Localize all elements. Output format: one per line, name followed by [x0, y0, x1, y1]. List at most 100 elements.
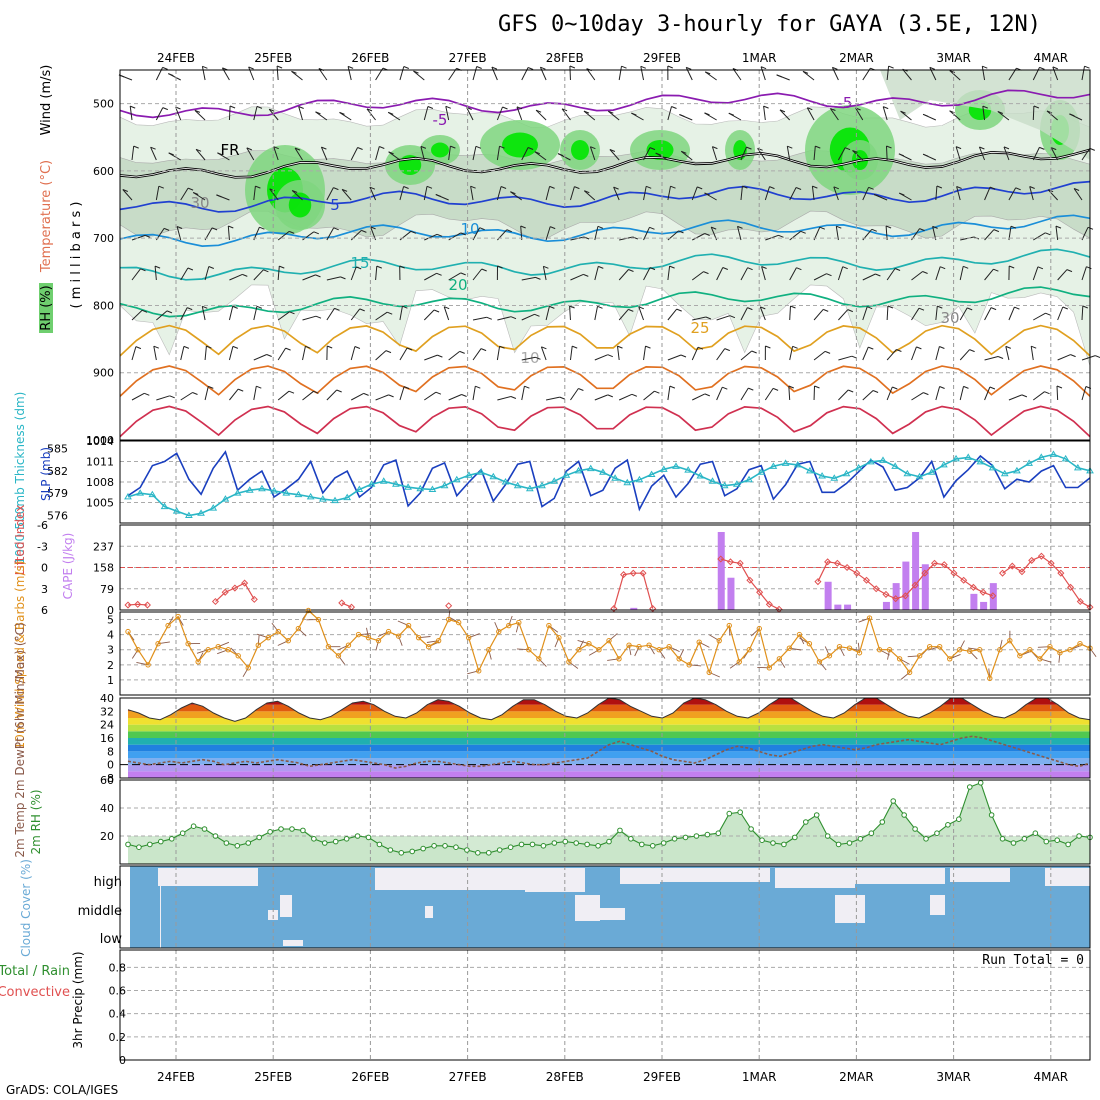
wind-barb-flag	[1070, 354, 1076, 358]
wind-barb	[294, 147, 303, 161]
thickness-point	[1073, 463, 1082, 471]
li-point	[338, 599, 346, 607]
li-line	[341, 602, 352, 608]
ytick-li: 0	[41, 562, 48, 575]
wind-barb	[276, 65, 279, 81]
wind-barb	[350, 346, 356, 361]
wind-barb-flag	[632, 236, 638, 240]
wind-barb	[716, 348, 726, 361]
temp-band	[128, 738, 1090, 745]
wind-barb-flag	[527, 67, 534, 70]
ytick-thickness: 585	[47, 442, 68, 455]
wind-barb-flag	[321, 146, 327, 150]
thickness-point	[562, 471, 571, 478]
wind-barb-flag	[122, 189, 128, 192]
ytick-thickness: 582	[47, 465, 68, 478]
wind-barb	[375, 266, 378, 281]
wind10m-barb	[628, 645, 632, 656]
thickness-point	[879, 456, 887, 463]
thickness-point	[185, 511, 193, 519]
wind10m-point	[195, 659, 201, 665]
wind-barb-flag	[628, 269, 634, 272]
ytick-rh: 20	[100, 830, 114, 843]
wind10m-point	[245, 665, 251, 671]
wind-barb-flag	[871, 228, 877, 232]
wind10m-point	[706, 669, 712, 676]
li-line	[817, 561, 994, 600]
wind-barb-flag	[667, 65, 673, 69]
wind-barb-flag	[561, 108, 568, 112]
wind10m-point	[1047, 644, 1053, 650]
wind-barb-flag	[705, 316, 712, 320]
freezing-line-inner	[119, 149, 1091, 178]
wind10m-point	[365, 634, 372, 641]
wind-barb-flag	[867, 306, 873, 310]
wind-barb	[902, 68, 912, 81]
wind10m-point	[305, 607, 312, 614]
wind-barb	[570, 273, 584, 281]
wind-barb-flag	[844, 147, 851, 151]
cloud-gap	[425, 906, 433, 918]
thickness-point	[306, 492, 315, 500]
wind-barb	[131, 146, 135, 161]
wind-barb-flag	[638, 306, 644, 310]
cape-bar	[630, 607, 638, 610]
wind-barb-flag	[697, 346, 704, 350]
wind10m-point	[1007, 637, 1013, 644]
wind-barb	[248, 66, 255, 81]
li-point	[921, 569, 929, 577]
li-point	[999, 569, 1007, 577]
cape-bar	[834, 604, 842, 610]
wind-barb-flag	[426, 185, 433, 189]
wind-barb	[320, 146, 328, 161]
wind-barb-flag	[922, 271, 928, 274]
cloud-gap	[158, 868, 258, 886]
wind-barb	[786, 146, 791, 161]
thickness-point	[1049, 450, 1058, 457]
wind-barb-flag	[202, 305, 208, 309]
li-point	[1076, 597, 1084, 606]
date-label-bottom: 26FEB	[351, 1070, 389, 1084]
wind-barb	[949, 70, 961, 81]
rh2m-point	[682, 834, 689, 841]
li-point	[241, 579, 249, 587]
wind10m-point	[776, 656, 783, 662]
rh2m-point	[365, 834, 372, 841]
wind-barb	[496, 346, 501, 361]
temperature-contour	[119, 324, 1091, 357]
temp-band	[128, 771, 1090, 778]
thickness-point	[842, 469, 851, 477]
wind10m-barb	[1089, 647, 1097, 658]
wind10m-barb	[375, 640, 379, 651]
wind-barb	[131, 309, 143, 321]
wind-barb	[740, 146, 747, 161]
wind-barb	[399, 347, 408, 361]
wind-barb	[716, 267, 724, 281]
wind-barb	[760, 66, 766, 81]
wind-barb-flag	[402, 305, 408, 309]
wind10m-barb	[969, 650, 978, 660]
wind-barb	[955, 146, 961, 161]
ytick-thickness: 579	[47, 487, 68, 500]
ytick-cape: 0	[107, 604, 114, 617]
wind10m-point	[596, 647, 602, 653]
wind-barb-flag	[918, 307, 925, 311]
wind-barb	[150, 146, 157, 161]
li-point	[853, 569, 861, 577]
precip-panel: 00.20.40.60.8 Run Total = 0	[109, 949, 1091, 1067]
wind-barb-flag	[646, 185, 652, 189]
wind-barb	[779, 109, 791, 121]
wind-barb	[997, 111, 1010, 121]
wind-barb-flag	[997, 111, 1003, 114]
wind-barb	[583, 110, 596, 121]
wind-barb-flag	[387, 311, 393, 315]
wind10m-point	[926, 644, 933, 650]
wind-barb-flag	[883, 106, 889, 110]
wind-barb-flag	[336, 389, 342, 393]
rh2m-point	[999, 836, 1006, 842]
wind-barb	[326, 227, 335, 241]
temp-band	[128, 711, 1090, 718]
wind-barb-flag	[359, 308, 365, 312]
rh2m-point	[1032, 830, 1039, 837]
